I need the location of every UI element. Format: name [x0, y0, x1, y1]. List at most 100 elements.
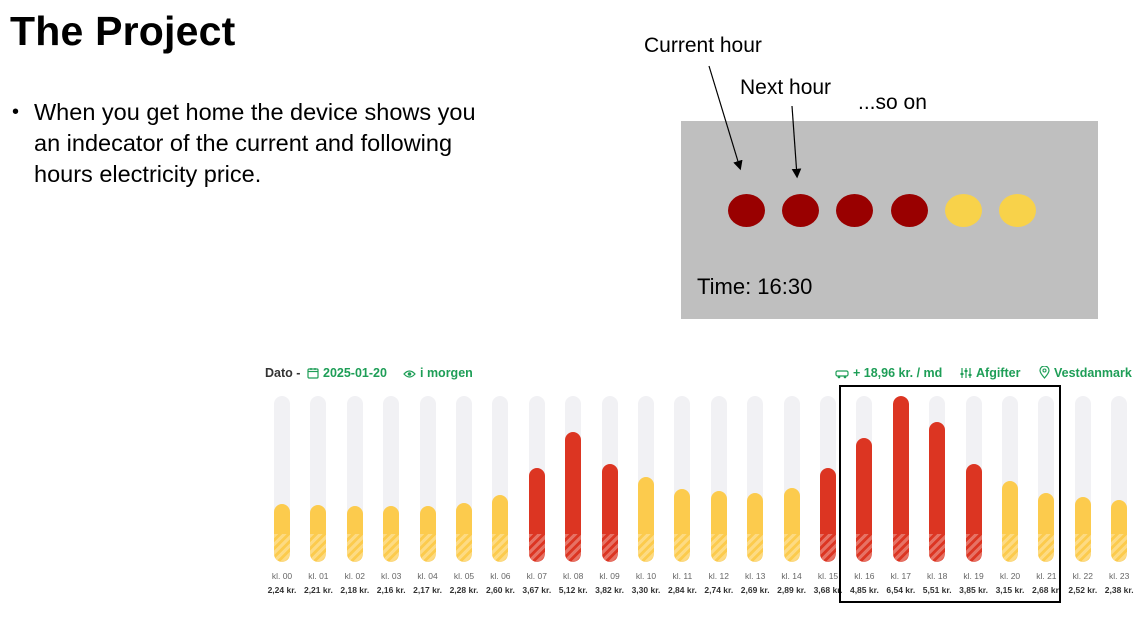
bar-price-label: 3,82 kr.: [595, 585, 625, 595]
price-bar-hatch: [492, 534, 509, 562]
price-bar[interactable]: [1002, 396, 1018, 562]
price-bar[interactable]: [456, 396, 472, 562]
bar-price-label: 3,15 kr.: [995, 585, 1025, 595]
price-bar-hatch: [456, 534, 472, 562]
price-bar[interactable]: [710, 396, 727, 562]
price-bar-fill: [1038, 492, 1055, 562]
price-bar[interactable]: [1111, 396, 1128, 562]
price-bar-hatch: [1038, 534, 1055, 562]
bar-price-label: 2,69 kr.: [740, 585, 770, 595]
bar-hour-label: kl. 10: [635, 571, 657, 581]
price-bar[interactable]: [929, 396, 946, 562]
price-bar[interactable]: [856, 396, 873, 562]
price-bar[interactable]: [383, 396, 400, 562]
price-widget: Dato - 2025-01-20 i morgen + 18,96 kr. /…: [262, 360, 1143, 619]
highlight-box: [839, 385, 1061, 603]
tomorrow-link[interactable]: i morgen: [403, 366, 473, 380]
region-selector[interactable]: Vestdanmark: [1039, 365, 1132, 380]
car-icon: [835, 370, 849, 379]
bar-hour-label: kl. 01: [308, 571, 329, 581]
price-bar-fill: [783, 487, 800, 562]
price-bar-hatch: [820, 534, 836, 562]
calendar-icon: [307, 368, 319, 379]
bar-price-label: 2,24 kr.: [267, 585, 297, 595]
price-bar[interactable]: [1038, 396, 1055, 562]
price-bar[interactable]: [820, 396, 836, 562]
bar-price-label: 3,30 kr.: [631, 585, 661, 595]
price-bar-fill: [383, 506, 400, 562]
price-bar[interactable]: [528, 396, 545, 562]
price-bar[interactable]: [783, 396, 800, 562]
bullet-text: When you get home the device shows you a…: [34, 99, 476, 187]
price-bar-hatch: [1002, 534, 1018, 562]
bar-price-label: 2,89 kr.: [777, 585, 807, 595]
price-bar-hatch: [1074, 534, 1091, 562]
bar-price-label: 2,38 kr.: [1104, 585, 1134, 595]
price-bar-hatch: [783, 534, 800, 562]
price-bar[interactable]: [310, 396, 327, 562]
widget-header: Dato - 2025-01-20 i morgen + 18,96 kr. /…: [262, 360, 1143, 386]
price-bar[interactable]: [747, 396, 764, 562]
price-bar[interactable]: [274, 396, 290, 562]
price-bar-hatch: [528, 534, 545, 562]
so-on-label: ...so on: [858, 91, 927, 114]
price-bar[interactable]: [674, 396, 691, 562]
fees-button[interactable]: Afgifter: [960, 366, 1020, 380]
bar-hour-label: kl. 16: [854, 571, 875, 581]
bar-hour-label: kl. 22: [1072, 571, 1093, 581]
device-display: Time: 16:30: [681, 121, 1098, 319]
price-bar[interactable]: [638, 396, 654, 562]
current-hour-label: Current hour: [644, 34, 762, 57]
sliders-icon: [960, 368, 972, 378]
price-bar-fill: [1002, 481, 1018, 562]
bar-hour-label: kl. 13: [745, 571, 766, 581]
bullet-list: • When you get home the device shows you…: [12, 97, 492, 190]
price-bar-fill: [710, 491, 727, 562]
price-bar[interactable]: [1074, 396, 1091, 562]
hour-led: [944, 194, 982, 227]
price-bar-hatch: [747, 534, 764, 562]
price-bar-hatch: [710, 534, 727, 562]
date-picker[interactable]: 2025-01-20: [307, 366, 387, 380]
bar-price-label: 2,18 kr.: [340, 585, 370, 595]
price-bar-hatch: [274, 534, 290, 562]
price-bar-fill: [856, 438, 873, 562]
price-bar-fill: [965, 463, 982, 562]
price-bar[interactable]: [892, 396, 909, 562]
bar-hour-label: kl. 06: [490, 571, 511, 581]
price-bar-fill: [528, 468, 545, 562]
price-bar-fill: [1074, 496, 1091, 562]
bar-hour-label: kl. 12: [708, 571, 729, 581]
price-bar[interactable]: [346, 396, 363, 562]
price-bar-hatch: [1111, 534, 1128, 562]
price-bar[interactable]: [419, 396, 436, 562]
location-pin-icon: [1039, 365, 1050, 379]
fees-text: Afgifter: [976, 366, 1021, 380]
price-bar-hatch: [601, 534, 618, 562]
tomorrow-text: i morgen: [420, 366, 473, 380]
price-bar-fill: [346, 505, 363, 562]
bar-price-label: 2,68 kr.: [1031, 585, 1061, 595]
price-bar-hatch: [346, 534, 363, 562]
subscription-fee[interactable]: + 18,96 kr. / md: [835, 366, 942, 380]
price-bar[interactable]: [492, 396, 509, 562]
price-bar-hatch: [929, 534, 946, 562]
price-bar-fill: [456, 503, 472, 562]
price-bar-fill: [310, 504, 327, 562]
price-bar[interactable]: [565, 396, 582, 562]
bullet-item: • When you get home the device shows you…: [12, 97, 492, 190]
price-bar-hatch: [965, 534, 982, 562]
price-bar-fill: [274, 504, 290, 562]
hour-led: [890, 194, 928, 227]
slide-title: The Project: [10, 8, 236, 54]
bar-price-label: 2,28 kr.: [449, 585, 479, 595]
hour-led: [999, 194, 1036, 227]
bar-price-label: 2,17 kr.: [413, 585, 443, 595]
price-bar[interactable]: [601, 396, 618, 562]
bar-hour-label: kl. 02: [344, 571, 365, 581]
price-bar-hatch: [892, 534, 909, 562]
bar-price-label: 2,16 kr.: [376, 585, 406, 595]
price-bar[interactable]: [965, 396, 982, 562]
bar-hour-label: kl. 05: [453, 571, 475, 581]
bullet-dot-icon: •: [12, 101, 20, 123]
